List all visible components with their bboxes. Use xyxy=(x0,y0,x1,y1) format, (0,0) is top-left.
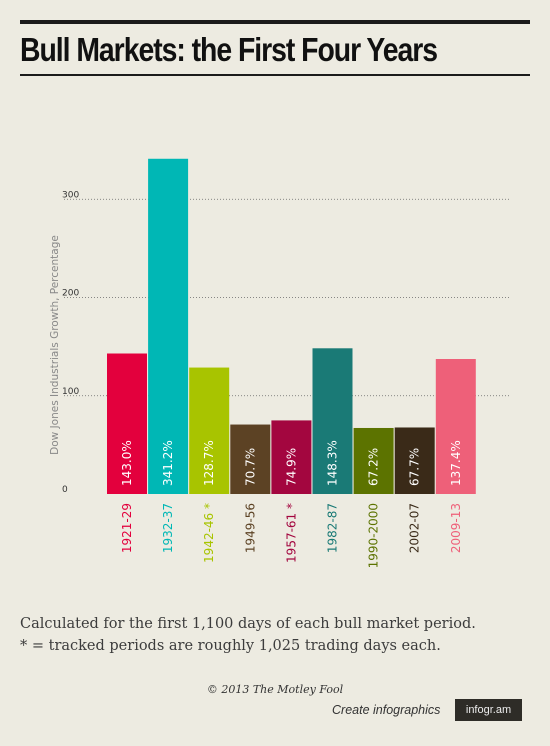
y-tick-label: 0 xyxy=(62,485,68,495)
bar-value-label: 143.0% xyxy=(120,440,134,486)
bar xyxy=(230,424,271,494)
bar xyxy=(312,348,353,494)
bar-value-label: 67.7% xyxy=(408,448,422,486)
note-line: Calculated for the first 1,100 days of e… xyxy=(20,616,476,632)
bar-value-label: 341.2% xyxy=(161,440,175,486)
x-tick-label: 1932-37 xyxy=(161,503,175,553)
bar xyxy=(353,427,394,494)
x-tick-label: 1957-61 * xyxy=(284,503,298,563)
bar xyxy=(189,367,230,494)
bar-value-label: 148.3% xyxy=(326,440,340,486)
y-tick-label: 100 xyxy=(62,387,79,397)
x-tick-label: 1921-29 xyxy=(120,503,134,553)
x-tick-label: 1982-87 xyxy=(326,503,340,553)
header: Bull Markets: the First Four Years xyxy=(20,20,530,76)
x-tick-label: 1949-56 xyxy=(243,503,257,553)
bar-value-label: 70.7% xyxy=(243,448,257,486)
y-tick-label: 300 xyxy=(62,190,79,200)
infogram-logo[interactable]: infogr.am xyxy=(455,699,522,721)
bar-value-label: 128.7% xyxy=(202,440,216,486)
chart-notes: Calculated for the first 1,100 days of e… xyxy=(20,613,540,657)
bar-value-label: 67.2% xyxy=(367,448,381,486)
x-tick-label: 2009-13 xyxy=(449,503,463,553)
bar xyxy=(271,420,312,494)
bar-value-label: 74.9% xyxy=(284,448,298,486)
create-infographics-link[interactable]: Create infographics xyxy=(332,703,441,717)
bar xyxy=(107,353,147,494)
title-rule xyxy=(20,74,530,76)
bar-value-label: 137.4% xyxy=(449,440,463,486)
x-tick-label: 1990-2000 xyxy=(367,503,381,568)
bar xyxy=(435,359,476,494)
y-tick-label: 200 xyxy=(62,289,79,299)
x-tick-label: 2002-07 xyxy=(408,503,422,553)
bar-chart: 0 100 200 300 Dow Jones Industrials Growth, … xyxy=(49,158,510,568)
y-axis-title: Dow Jones Industrials Growth, Percentage xyxy=(49,235,61,455)
bar xyxy=(148,158,189,494)
top-rule xyxy=(20,20,530,24)
note-line: * = tracked periods are roughly 1,025 tr… xyxy=(20,638,441,654)
page-title: Bull Markets: the First Four Years xyxy=(20,31,438,68)
x-tick-label: 1942-46 * xyxy=(202,503,216,563)
bar xyxy=(394,427,435,494)
copyright-text: © 2013 The Motley Fool xyxy=(206,683,344,696)
